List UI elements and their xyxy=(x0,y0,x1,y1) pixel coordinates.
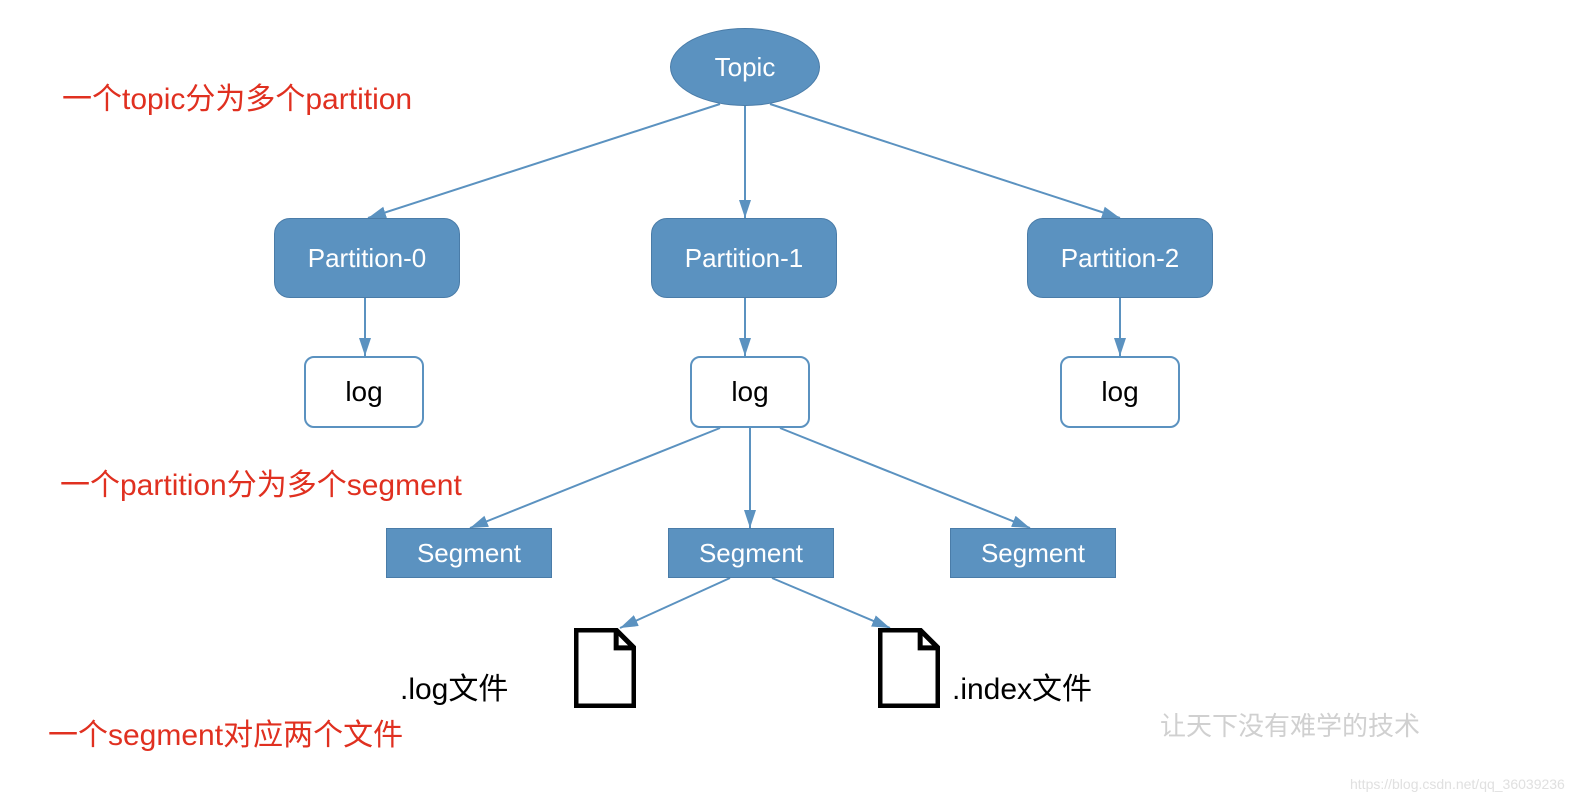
node-label-segment0: Segment xyxy=(417,538,521,569)
file-label-index_file: .index文件 xyxy=(952,664,1092,708)
node-label-partition1: Partition-1 xyxy=(685,243,804,274)
node-label-log0: log xyxy=(345,376,382,408)
edge-segment1-log_file xyxy=(620,578,730,628)
watermark-text: 让天下没有难学的技术 xyxy=(1160,706,1420,743)
node-log0: log xyxy=(304,356,424,428)
file-label-log_file: .log文件 xyxy=(400,664,508,708)
node-label-partition0: Partition-0 xyxy=(308,243,427,274)
file-icon-index_file xyxy=(878,628,940,708)
annotation-a1: 一个topic分为多个partition xyxy=(62,74,412,118)
node-label-topic: Topic xyxy=(715,52,776,83)
edge-segment1-index_file xyxy=(772,578,890,628)
node-partition1: Partition-1 xyxy=(651,218,837,298)
node-label-partition2: Partition-2 xyxy=(1061,243,1180,274)
node-segment1: Segment xyxy=(668,528,834,578)
file-icon-log_file xyxy=(574,628,636,708)
node-topic: Topic xyxy=(670,28,820,106)
annotation-a2: 一个partition分为多个segment xyxy=(60,460,462,504)
edge-topic-partition0 xyxy=(368,104,720,218)
node-partition2: Partition-2 xyxy=(1027,218,1213,298)
node-label-log1: log xyxy=(731,376,768,408)
edge-log1-segment0 xyxy=(470,428,720,528)
node-segment2: Segment xyxy=(950,528,1116,578)
watermark-url: https://blog.csdn.net/qq_36039236 xyxy=(1350,776,1565,792)
node-label-segment2: Segment xyxy=(981,538,1085,569)
edge-topic-partition2 xyxy=(770,104,1120,218)
node-label-log2: log xyxy=(1101,376,1138,408)
node-partition0: Partition-0 xyxy=(274,218,460,298)
annotation-a3: 一个segment对应两个文件 xyxy=(48,710,403,754)
node-segment0: Segment xyxy=(386,528,552,578)
edge-log1-segment2 xyxy=(780,428,1030,528)
node-log2: log xyxy=(1060,356,1180,428)
node-log1: log xyxy=(690,356,810,428)
node-label-segment1: Segment xyxy=(699,538,803,569)
